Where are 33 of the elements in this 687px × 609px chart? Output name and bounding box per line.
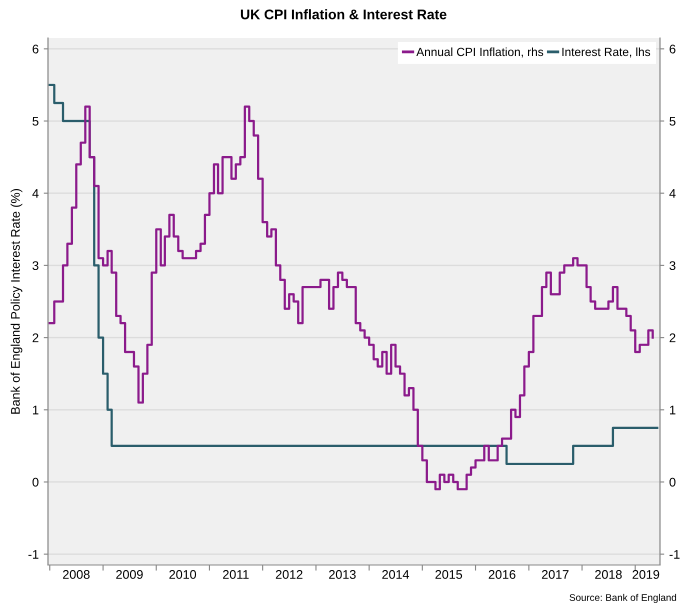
y2-tick-label: 2 bbox=[670, 333, 676, 342]
legend-label: Interest Rate, lhs bbox=[562, 47, 650, 58]
y-tick-label: 0 bbox=[32, 478, 38, 487]
x-tick-label: 2017 bbox=[542, 570, 569, 579]
y2-tick-label: 6 bbox=[670, 44, 676, 54]
y-tick-label: 4 bbox=[32, 189, 39, 198]
x-tick-label: 2010 bbox=[169, 570, 196, 579]
y2-tick-label: 0 bbox=[670, 478, 676, 487]
y-tick-label: 6 bbox=[32, 44, 38, 54]
y2-tick-label: 5 bbox=[670, 116, 676, 126]
x-tick-label: 2009 bbox=[116, 570, 143, 579]
x-tick-label: 2018 bbox=[595, 570, 622, 579]
source-note: Source: Bank of England bbox=[570, 594, 676, 603]
legend-label: Annual CPI Inflation, rhs bbox=[416, 47, 544, 58]
y-axis-title: Bank of England Policy Interest Rate (%) bbox=[10, 189, 22, 414]
y-tick-label: 5 bbox=[32, 116, 38, 126]
y2-tick-label: 1 bbox=[670, 406, 676, 414]
chart-title: UK CPI Inflation & Interest Rate bbox=[240, 9, 446, 20]
y2-tick-label: 4 bbox=[669, 189, 676, 198]
x-tick-label: 2013 bbox=[329, 570, 356, 579]
x-tick-label: 2019 bbox=[632, 570, 660, 579]
x-tick-label: 2014 bbox=[382, 570, 410, 579]
x-tick-label: 2015 bbox=[435, 570, 462, 579]
x-tick-label: 2012 bbox=[276, 570, 302, 579]
y-tick-label: 2 bbox=[32, 333, 38, 342]
y-tick-label: -1 bbox=[28, 550, 38, 559]
x-tick-label: 2008 bbox=[62, 570, 90, 579]
y2-tick-label: 3 bbox=[670, 261, 676, 270]
x-tick-label: 2016 bbox=[488, 570, 516, 579]
y2-tick-label: -1 bbox=[670, 550, 680, 559]
y-tick-label: 3 bbox=[32, 261, 38, 270]
x-tick-label: 2011 bbox=[223, 570, 249, 579]
y-tick-label: 1 bbox=[32, 406, 38, 414]
